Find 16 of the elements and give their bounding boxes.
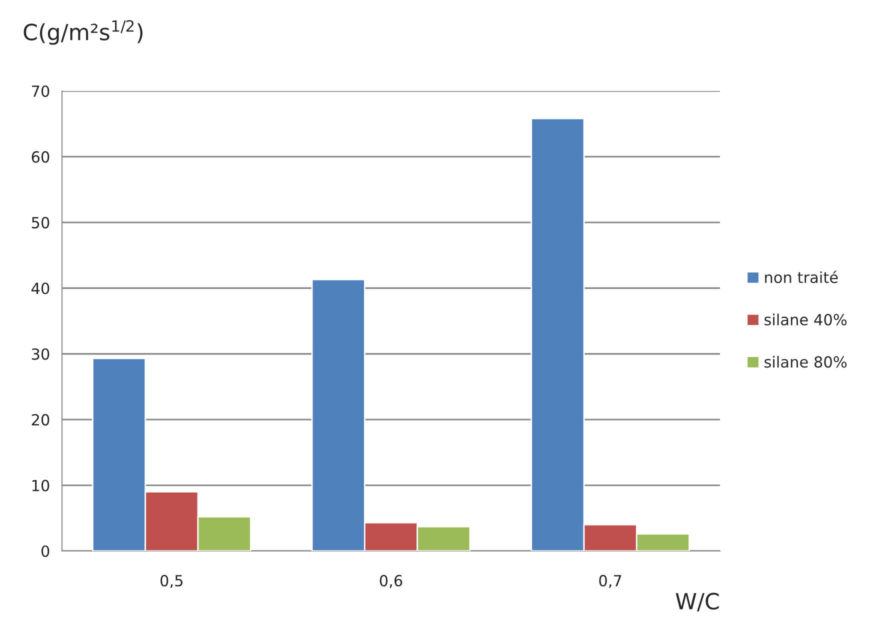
y-tick-label: 50 [32,216,50,228]
x-tick-label: 0,6 [380,574,402,588]
legend-label: non traité [765,270,838,284]
y-tick-label: 10 [32,480,50,492]
y-tick-label: 60 [32,151,50,163]
y-tick-label: 30 [32,348,50,360]
x-axis-title: W/C [676,592,719,612]
x-tick-label: 0,7 [599,574,622,588]
y-axis-title: C(g/m²s$^{1/2}$) [24,20,142,45]
y-tick-label: 70 [32,85,50,98]
y-tick-label: 20 [32,414,50,426]
legend-label: silane 80% [764,356,847,368]
x-tick-label: 0,5 [160,574,182,588]
legend-label: silane 40% [764,314,847,326]
y-tick-label: 0 [41,545,50,558]
y-tick-label: 40 [32,282,50,294]
